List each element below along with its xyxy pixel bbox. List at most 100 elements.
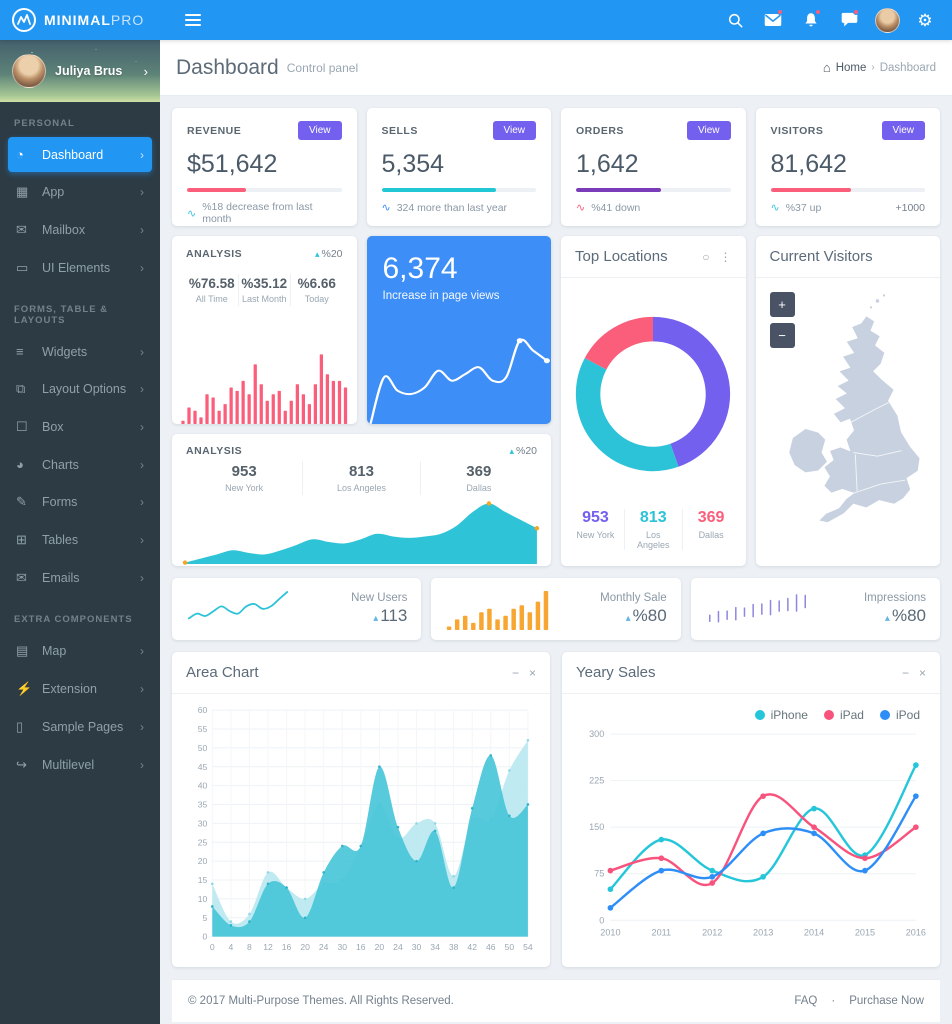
progress-track bbox=[576, 188, 731, 192]
stat-all-time: %76.58 All Time bbox=[188, 276, 235, 304]
sidebar-item-charts[interactable]: ◕ Charts › bbox=[16, 457, 144, 472]
svg-text:2015: 2015 bbox=[855, 927, 875, 937]
pencil-icon: ✎ bbox=[16, 494, 27, 509]
sidebar-item-map[interactable]: ▤ Map › bbox=[16, 643, 144, 658]
svg-text:2013: 2013 bbox=[753, 927, 773, 937]
location-stat-new-york: 953 New York bbox=[576, 509, 615, 540]
minimize-icon[interactable]: − bbox=[511, 665, 519, 680]
new-users-sparkline bbox=[188, 591, 289, 620]
visitors-map-area: + − bbox=[756, 278, 941, 566]
user-name: Juliya Brus bbox=[55, 64, 123, 78]
chat-badge bbox=[853, 9, 859, 15]
map-zoom-in-button[interactable]: + bbox=[769, 292, 795, 317]
svg-text:8: 8 bbox=[247, 942, 252, 952]
sidebar-item-forms[interactable]: ✎ Forms › bbox=[16, 494, 144, 509]
breadcrumb-home-link[interactable]: Home bbox=[835, 61, 867, 74]
nav-section-forms: FORMS, TABLE & LAYOUTS bbox=[14, 304, 109, 326]
sidebar-item-layout-options[interactable]: ⧉ Layout Options › bbox=[16, 381, 144, 396]
card-title: Yeary Sales bbox=[576, 664, 656, 681]
sidebar-toggle-icon[interactable] bbox=[178, 5, 208, 35]
legend-dot bbox=[823, 710, 834, 720]
card-note: ∿ %18 decrease from last month bbox=[187, 201, 313, 225]
view-button[interactable]: View bbox=[492, 121, 536, 140]
legend-ipod[interactable]: iPod bbox=[879, 708, 920, 722]
page-views-value: 6,374 bbox=[382, 252, 458, 285]
chevron-right-icon: › bbox=[140, 185, 144, 199]
stat-last-month: %35.12 Last Month bbox=[237, 274, 291, 306]
area-chart-card: Area Chart − × 0 5 10 15 20 25 30 35 40 45 50 55 60 0… bbox=[172, 652, 550, 967]
svg-text:60: 60 bbox=[198, 705, 208, 715]
chevron-right-icon: › bbox=[140, 147, 144, 162]
sidebar-item-dashboard[interactable]: ◔ Dashboard › bbox=[8, 137, 152, 172]
brand[interactable]: MINIMALPRO bbox=[0, 0, 160, 40]
stat-los-angeles: 813 Los Angeles bbox=[302, 461, 419, 495]
breadcrumb: ⌂ Home › Dashboard bbox=[823, 60, 936, 75]
legend-iphone[interactable]: iPhone bbox=[754, 708, 808, 722]
minimize-icon[interactable]: − bbox=[901, 665, 909, 680]
sidebar-item-mailbox[interactable]: ✉ Mailbox › bbox=[16, 222, 144, 237]
user-avatar[interactable] bbox=[870, 3, 904, 37]
svg-text:16: 16 bbox=[356, 942, 366, 952]
sidebar-item-app[interactable]: ▦ App › bbox=[16, 184, 144, 199]
page-views-label: Increase in page views bbox=[382, 290, 500, 302]
sidebar-item-tables[interactable]: ⊞ Tables › bbox=[16, 532, 144, 547]
sidebar-item-extension[interactable]: ⚡ Extension › bbox=[16, 681, 144, 696]
sidebar-item-box[interactable]: ☐ Box › bbox=[16, 419, 144, 434]
purchase-now-link[interactable]: Purchase Now bbox=[849, 994, 924, 1007]
trend-icon: ∿ bbox=[187, 207, 197, 220]
card-title: REVENUE bbox=[187, 124, 242, 137]
faq-link[interactable]: FAQ bbox=[794, 994, 818, 1007]
sidebar-item-sample-pages[interactable]: ▯ Sample Pages › bbox=[16, 719, 144, 734]
chevron-right-icon: › bbox=[140, 571, 144, 585]
topbar-actions: ⚙ bbox=[718, 3, 952, 37]
progress-fill bbox=[576, 188, 661, 192]
card-title: SELLS bbox=[381, 124, 418, 137]
more-options-icon[interactable]: ⋮ bbox=[719, 249, 732, 264]
location-stat-dallas: 369 Dallas bbox=[681, 509, 740, 550]
sidebar-item-widgets[interactable]: ≡ Widgets › bbox=[16, 344, 144, 359]
chevron-right-icon: › bbox=[140, 223, 144, 237]
settings-gear-icon[interactable]: ⚙ bbox=[917, 10, 933, 30]
search-icon[interactable] bbox=[718, 3, 752, 37]
card-title: Top Locations bbox=[575, 248, 668, 265]
close-icon[interactable]: × bbox=[918, 665, 926, 680]
legend-ipad[interactable]: iPad bbox=[823, 708, 864, 722]
mini-cards-row: New Users ▴ 113 Monthly Sale ▴ %80 Impress… bbox=[172, 578, 940, 640]
svg-text:50: 50 bbox=[505, 942, 515, 952]
stat-cards-row: REVENUE View $51,642 ∿ %18 decrease from… bbox=[172, 108, 940, 226]
box-icon: ☐ bbox=[16, 419, 28, 434]
chevron-right-icon: › bbox=[140, 344, 144, 359]
svg-text:30: 30 bbox=[198, 818, 208, 828]
arrow-branch-icon: ↪ bbox=[16, 757, 27, 772]
analysis-area-card: ANALYSIS ▴ %20 953 New York 813 Los Angeles… bbox=[172, 434, 551, 566]
dashboard-icon: ◔ bbox=[16, 147, 24, 162]
view-button[interactable]: View bbox=[881, 121, 925, 140]
svg-text:2014: 2014 bbox=[804, 927, 824, 937]
chevron-right-icon: › bbox=[140, 644, 144, 658]
svg-text:2016: 2016 bbox=[906, 927, 926, 937]
chevron-right-icon: › bbox=[140, 758, 144, 772]
caret-up-icon: ▴ bbox=[509, 446, 514, 456]
chat-icon[interactable] bbox=[832, 3, 866, 37]
view-button[interactable]: View bbox=[687, 121, 731, 140]
sidebar-item-multilevel[interactable]: ↪ Multilevel › bbox=[16, 757, 144, 772]
close-icon[interactable]: × bbox=[528, 665, 536, 680]
map-zoom-out-button[interactable]: − bbox=[769, 323, 795, 348]
yearly-sales-card: Yeary Sales − × iPhone iPad iPod 0 75 150 2… bbox=[562, 652, 940, 967]
sidebar-item-emails[interactable]: ✉ Emails › bbox=[16, 570, 144, 585]
card-title: VISITORS bbox=[770, 124, 824, 137]
svg-text:225: 225 bbox=[589, 776, 604, 786]
visitors-card: VISITORS View 81,642 ∿ %37 up +1000 bbox=[755, 108, 940, 226]
refresh-circle-icon[interactable]: ○ bbox=[702, 249, 710, 264]
sidebar-user-panel[interactable]: Juliya Brus › bbox=[0, 40, 160, 102]
mail-icon[interactable] bbox=[756, 3, 790, 37]
progress-track bbox=[381, 188, 536, 192]
sidebar-item-ui-elements[interactable]: ▭ UI Elements › bbox=[16, 260, 144, 275]
notifications-bell-icon[interactable] bbox=[794, 3, 828, 37]
page-header: Dashboard Control panel ⌂ Home › Dashboa… bbox=[160, 40, 952, 96]
impressions-sparkline bbox=[708, 594, 806, 623]
view-button[interactable]: View bbox=[298, 121, 342, 140]
uk-map bbox=[788, 293, 921, 524]
svg-text:20: 20 bbox=[198, 856, 208, 866]
trend-badge: ▴ %20 bbox=[509, 445, 537, 457]
